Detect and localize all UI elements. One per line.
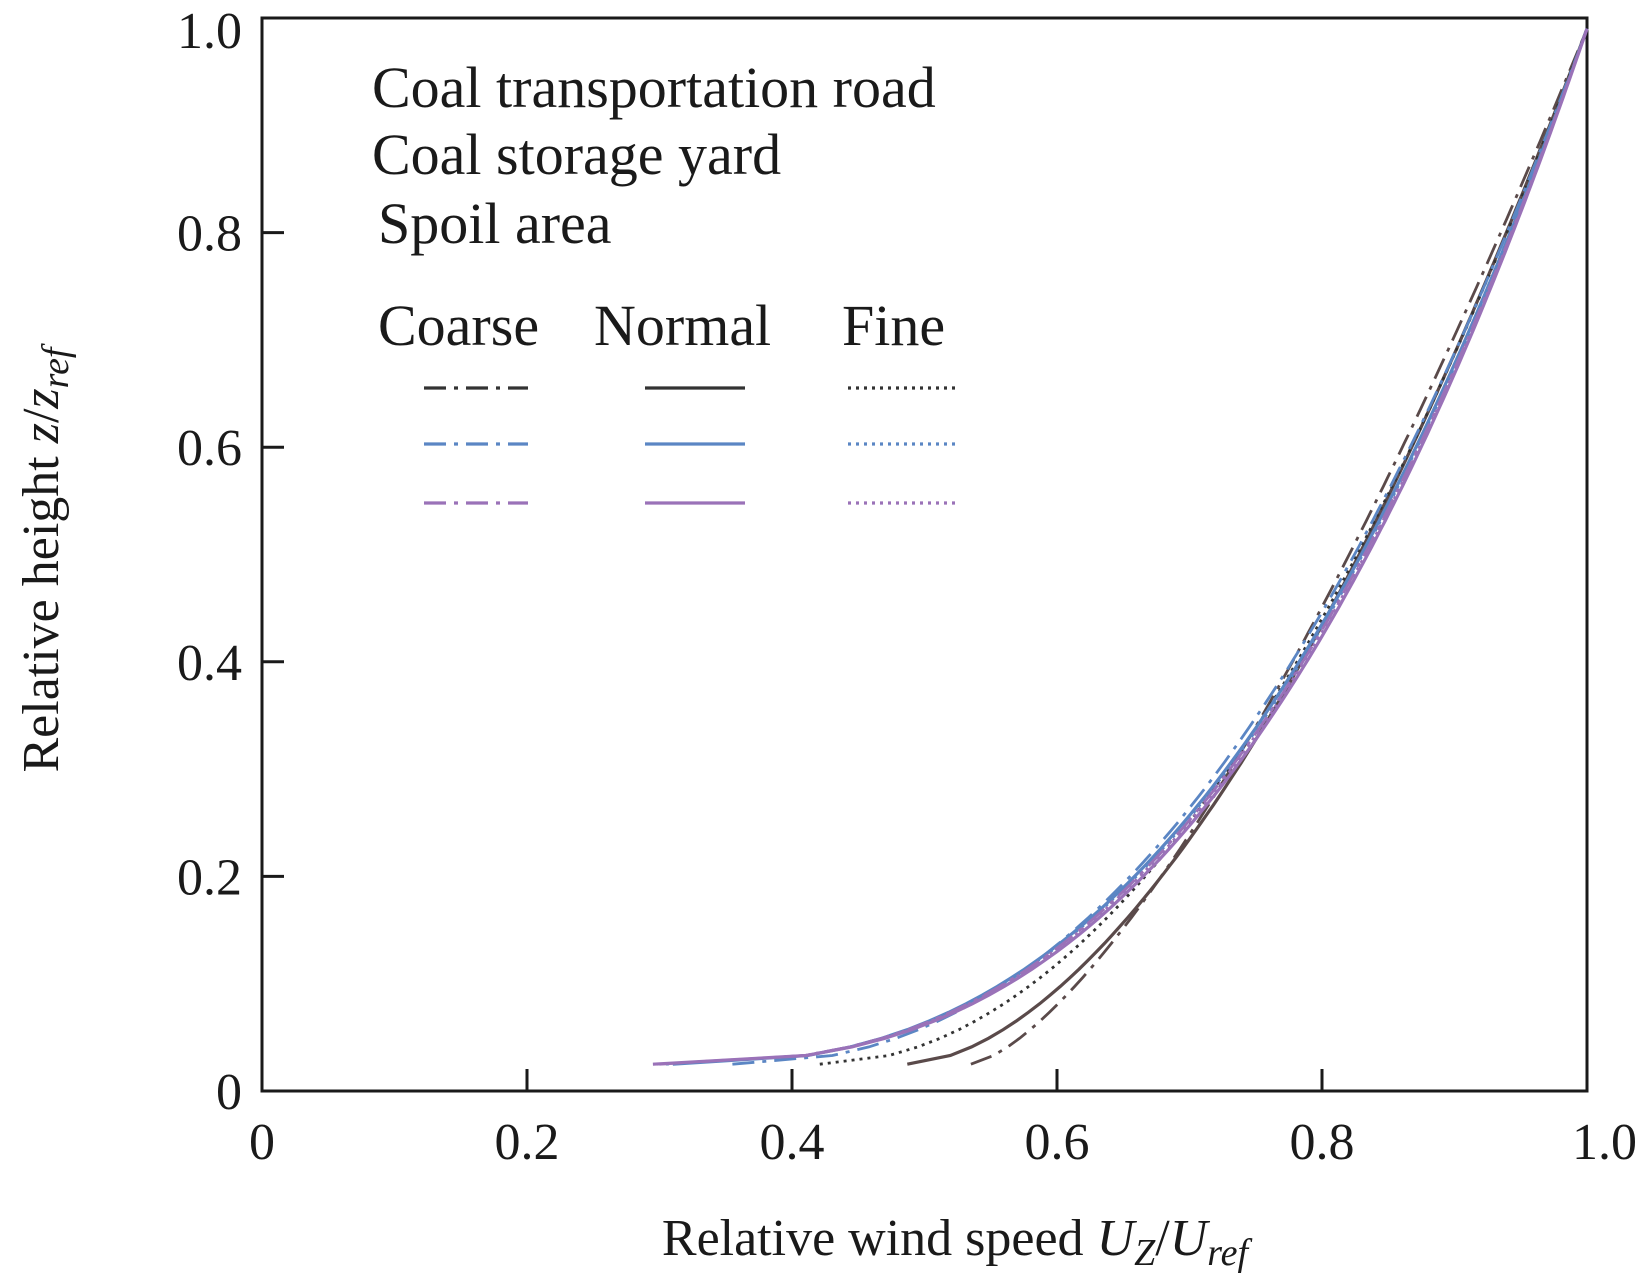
legend-col-coarse: Coarse [378, 293, 539, 358]
x-axis-title-text: Relative wind speed [662, 1210, 1097, 1267]
plot-frame [260, 16, 1589, 1093]
series-line-4 [732, 28, 1589, 1066]
x-tick-label: 0.6 [1025, 1114, 1090, 1171]
axis-ticks [262, 231, 1324, 1091]
series-line-9 [656, 28, 1589, 1066]
x-tick-label: 0.8 [1290, 1114, 1355, 1171]
series-line-1 [970, 28, 1589, 1066]
legend-row-label-road: Coal transportation road [372, 55, 936, 120]
y-axis-title-sub2: ref [35, 343, 77, 388]
x-tick-label: 0 [249, 1114, 275, 1171]
y-tick-label: 0.8 [177, 206, 242, 263]
y-axis-title: Relative height z/zref [13, 343, 77, 772]
legend-swatches [424, 386, 955, 505]
legend-row-label-yard: Coal storage yard [372, 122, 781, 187]
y-axis-title-text: Relative height [13, 443, 70, 772]
series-line-6 [666, 28, 1589, 1066]
y-tick-labels: 0 0.2 0.4 0.6 0.8 1.0 [177, 3, 242, 1121]
x-axis-title: Relative wind speed UZ/Uref [662, 1210, 1253, 1274]
legend-col-fine: Fine [842, 293, 945, 358]
x-axis-title-slash: / [1155, 1210, 1170, 1267]
legend-col-normal: Normal [594, 293, 771, 358]
legend: Coal transportation road Coal storage ya… [372, 55, 955, 505]
x-tick-label: 0.4 [760, 1114, 825, 1171]
x-axis-title-var: U [1097, 1210, 1138, 1267]
y-tick-label: 0.4 [177, 635, 242, 692]
y-tick-label: 0.6 [177, 420, 242, 477]
x-tick-label: 1.0 [1572, 1114, 1637, 1171]
y-axis-title-slash: / [13, 408, 70, 423]
x-tick-label: 0.2 [495, 1114, 560, 1171]
x-axis-title-var2: U [1170, 1210, 1211, 1267]
series-line-2 [906, 28, 1589, 1066]
y-axis-title-var: z [13, 423, 70, 444]
x-tick-labels: 0 0.2 0.4 0.6 0.8 1.0 [249, 1114, 1637, 1171]
series-line-7 [659, 28, 1589, 1066]
x-axis-title-sub2: ref [1207, 1232, 1252, 1274]
y-tick-label: 0.2 [177, 849, 242, 906]
y-tick-label: 0 [216, 1064, 242, 1121]
y-tick-label: 1.0 [177, 3, 242, 60]
x-axis-title-sub: Z [1134, 1232, 1156, 1274]
series-line-5 [672, 28, 1589, 1066]
series-line-3 [819, 28, 1589, 1066]
y-axis-title-var2: z [13, 388, 70, 409]
legend-row-label-spoil: Spoil area [378, 191, 612, 256]
series-line-8 [652, 28, 1589, 1066]
series-lines [652, 28, 1589, 1066]
